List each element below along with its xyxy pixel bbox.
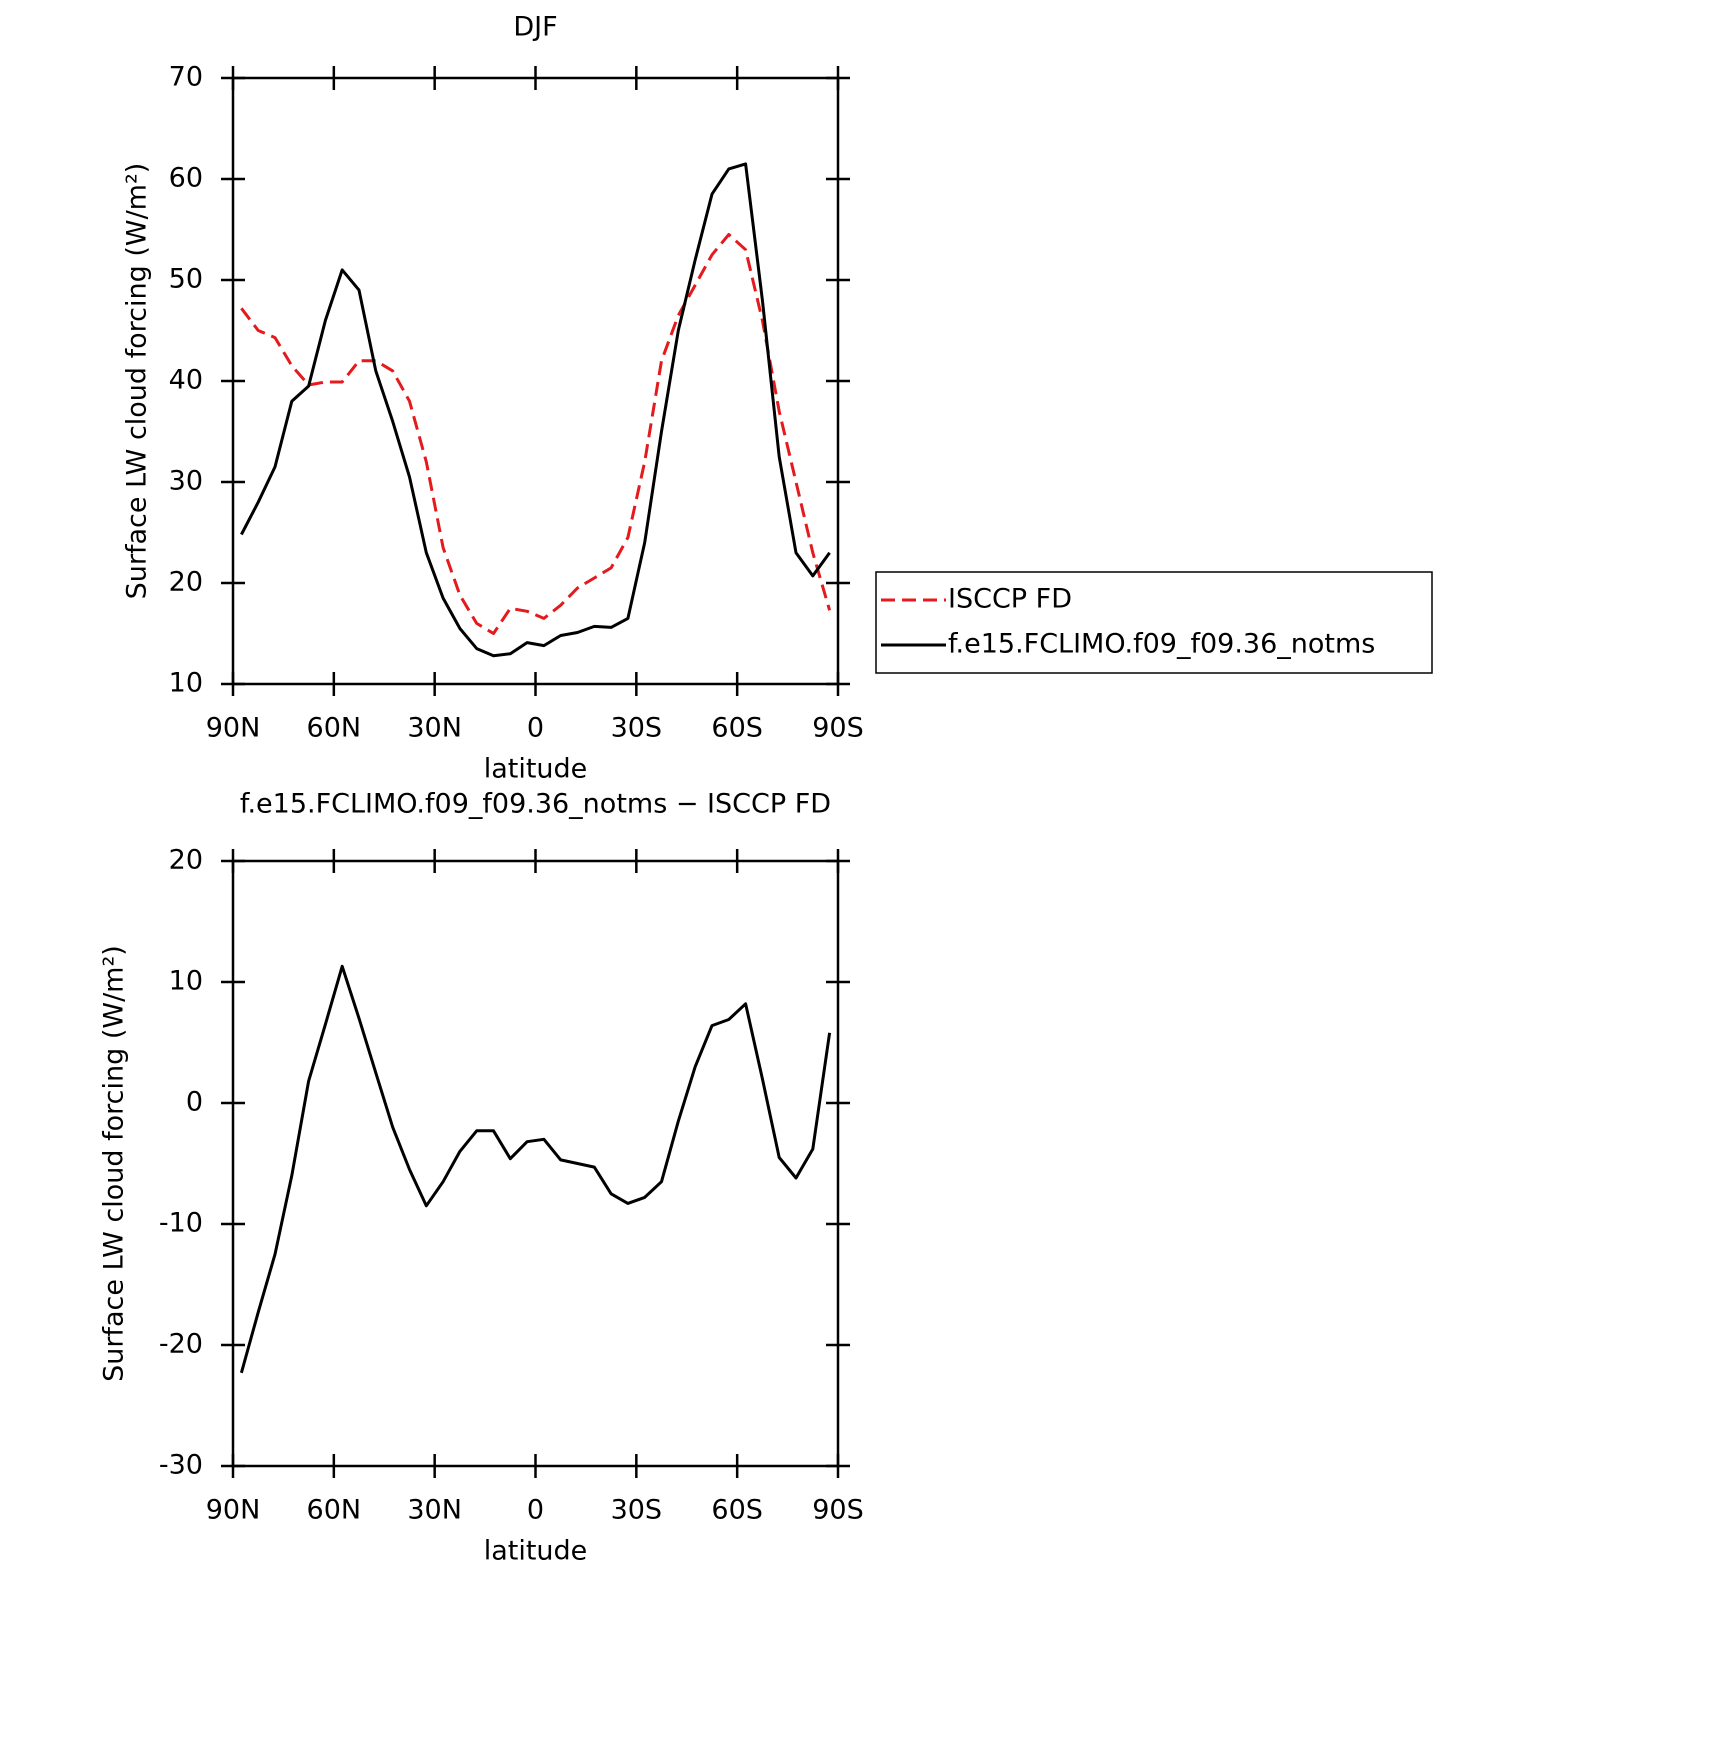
y-tick-label: 20: [169, 845, 203, 876]
y-tick-label: 30: [169, 466, 203, 497]
x-axis-label: latitude: [484, 754, 588, 785]
x-axis-label: latitude: [484, 1536, 588, 1567]
y-tick-label: 40: [169, 365, 203, 396]
y-axis-label: Surface LW cloud forcing (W/m²): [122, 163, 153, 600]
x-tick-label: 0: [527, 713, 544, 744]
y-tick-label: 60: [169, 163, 203, 194]
y-tick-label: -10: [159, 1208, 203, 1239]
legend-label: ISCCP FD: [948, 584, 1072, 615]
data-line: [240, 162, 831, 658]
x-tick-label: 90S: [812, 1495, 864, 1526]
y-tick-label: 50: [169, 264, 203, 295]
y-tick-label: -20: [159, 1329, 203, 1360]
y-tick-label: 10: [169, 966, 203, 997]
x-tick-label: 90N: [206, 1495, 261, 1526]
x-tick-label: 60N: [307, 713, 362, 744]
legend-label: f.e15.FCLIMO.f09_f09.36_notms: [948, 629, 1375, 660]
y-tick-label: -30: [159, 1450, 203, 1481]
y-axis-label: Surface LW cloud forcing (W/m²): [99, 945, 130, 1382]
y-tick-label: 20: [169, 567, 203, 598]
x-tick-label: 30S: [611, 713, 663, 744]
y-tick-label: 10: [169, 668, 203, 699]
x-tick-label: 30N: [407, 1495, 462, 1526]
legend-box: [875, 571, 1433, 674]
y-tick-label: 0: [186, 1087, 203, 1118]
x-tick-label: 0: [527, 1495, 544, 1526]
x-tick-label: 60N: [307, 1495, 362, 1526]
data-line: [240, 233, 832, 635]
x-tick-label: 60S: [711, 713, 763, 744]
y-tick-label: 70: [169, 62, 203, 93]
x-tick-label: 30N: [407, 713, 462, 744]
x-tick-label: 90S: [812, 713, 864, 744]
plot-frame: [231, 859, 840, 1468]
data-line: [239, 964, 832, 1374]
x-tick-label: 30S: [611, 1495, 663, 1526]
chart-title: f.e15.FCLIMO.f09_f09.36_notms − ISCCP FD: [240, 789, 831, 820]
chart-title: DJF: [513, 12, 557, 43]
x-tick-label: 60S: [711, 1495, 763, 1526]
x-tick-label: 90N: [206, 713, 261, 744]
